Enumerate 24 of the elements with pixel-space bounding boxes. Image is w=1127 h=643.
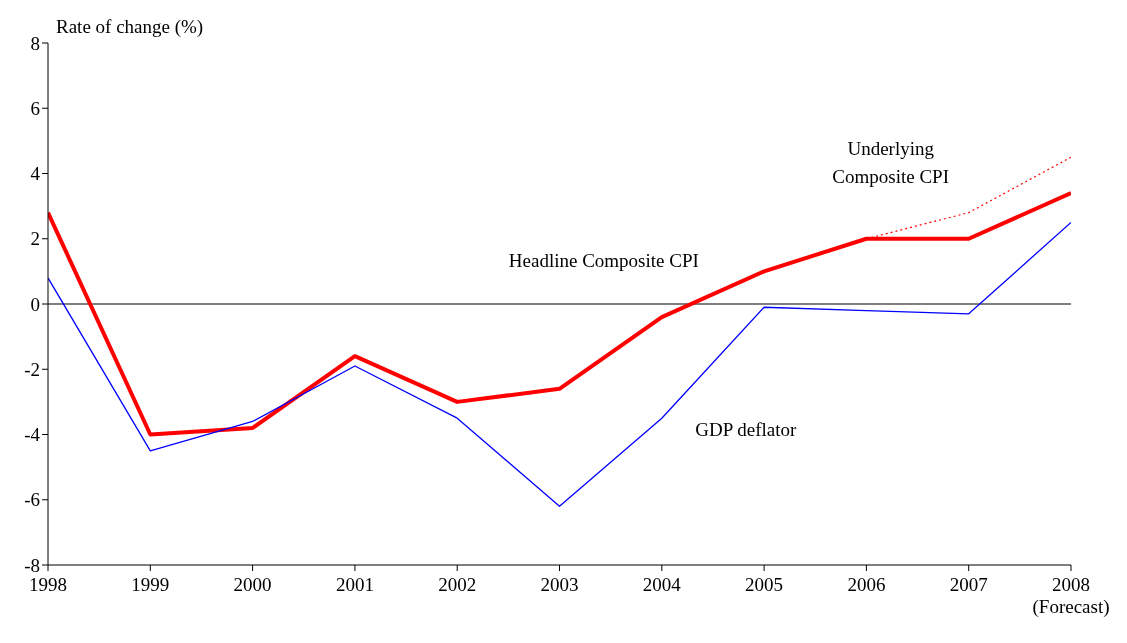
x-tick-label: 2007 bbox=[949, 574, 988, 595]
y-axis-title: Rate of change (%) bbox=[56, 16, 204, 38]
y-tick-label: 4 bbox=[30, 163, 41, 185]
x-tick-label: 2008 (Forecast) bbox=[1032, 574, 1110, 618]
x-tick-label: 1999 bbox=[131, 574, 170, 595]
y-tick-label: 0 bbox=[30, 293, 40, 315]
series-label: Underlying Composite CPI bbox=[832, 137, 950, 187]
y-tick-label: -6 bbox=[24, 489, 40, 511]
x-tick-label: 2004 bbox=[642, 574, 682, 595]
y-tick-label: 2 bbox=[30, 228, 40, 250]
x-tick-label: 2001 bbox=[335, 574, 374, 595]
y-tick-label: 8 bbox=[30, 32, 40, 54]
x-tick-label: 2006 bbox=[847, 574, 886, 595]
y-tick-label: 6 bbox=[30, 98, 40, 119]
series-label: GDP deflator bbox=[695, 419, 798, 441]
series-label: Headline Composite CPI bbox=[508, 250, 699, 272]
y-tick-label: -8 bbox=[24, 554, 40, 576]
x-tick-label: 2002 bbox=[438, 574, 477, 595]
y-tick-label: -2 bbox=[24, 358, 40, 380]
x-tick-label: 2000 bbox=[233, 574, 272, 595]
x-tick-label: 1998 bbox=[29, 574, 67, 595]
x-tick-label: 2003 bbox=[540, 574, 579, 595]
x-tick-label: 2005 bbox=[745, 574, 784, 595]
y-tick-label: -4 bbox=[24, 424, 41, 446]
